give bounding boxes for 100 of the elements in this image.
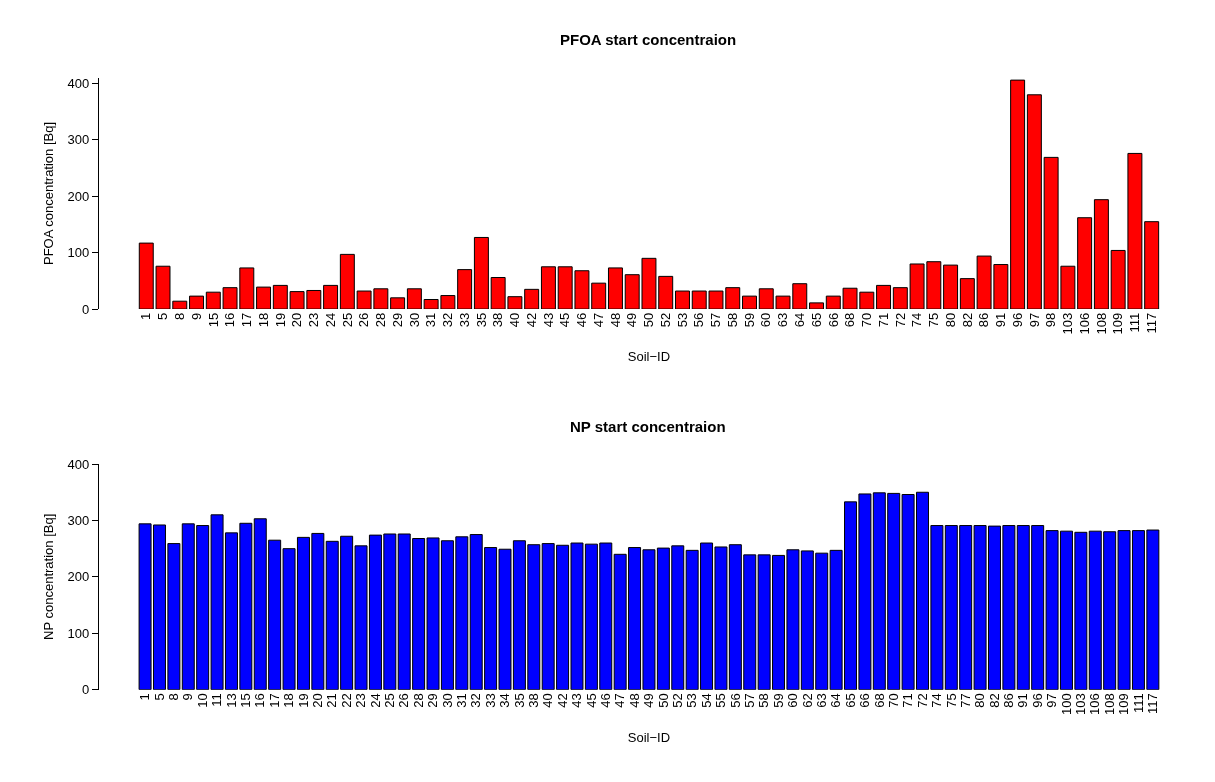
x-tick-label: 20 [289,312,305,328]
x-tick-label: 9 [188,312,204,320]
x-tick-label: 32 [440,312,456,328]
x-tick-label: 49 [624,312,640,328]
x-tick-label: 29 [389,312,405,328]
x-tick-label: 74 [909,312,925,328]
x-tick-label: 24 [367,693,383,708]
bar [473,236,489,310]
x-tick-label: 80 [972,693,988,708]
x-tick-label: 96 [1009,312,1025,328]
bar [809,302,825,310]
x-tick-label: 96 [1029,693,1045,708]
x-tick-label: 46 [574,312,590,328]
x-tick-label: 48 [607,312,623,328]
x-tick-label: 108 [1093,312,1109,335]
x-tick-label: 8 [172,312,187,320]
x-tick-label: 43 [540,312,556,328]
x-tick-label: 103 [1073,693,1089,715]
x-tick-label: 23 [353,693,369,708]
x-tick-label: 52 [669,693,685,708]
y-tick-label: 100 [67,245,90,261]
x-tick-label: 19 [272,312,288,328]
x-tick-label: 117 [1143,312,1159,334]
x-tick-label: 72 [914,693,930,708]
x-tick-label: 63 [775,312,791,328]
x-tick-label: 65 [842,693,858,708]
x-tick-label: 47 [590,312,606,328]
y-tick-label: 200 [67,569,90,585]
x-tick-label: 1 [138,312,154,320]
x-tick-label: 62 [799,693,815,708]
x-tick-label: 60 [758,312,774,328]
y-tick-label: 300 [67,513,90,529]
x-tick-label: 71 [875,312,891,328]
x-tick-label: 10 [194,693,210,708]
y-tick-label: 300 [67,132,90,148]
x-tick-label: 82 [959,312,975,328]
x-tick-label: 111 [1130,693,1146,714]
x-tick-label: 31 [454,693,470,708]
x-tick-label: 60 [785,693,801,708]
bar [607,267,623,310]
x-tick-label: 53 [674,312,690,328]
x-tick-label: 54 [698,693,714,708]
x-tick-label: 25 [382,693,398,708]
x-tick-label: 66 [857,693,873,708]
x-tick-label: 9 [180,693,196,701]
x-tick-label: 5 [151,693,167,701]
x-tick-label: 106 [1087,693,1103,715]
x-tick-label: 28 [410,693,426,708]
x-tick-label: 71 [900,693,916,708]
x-tick-label: 48 [626,693,642,708]
x-tick-label: 35 [473,312,489,328]
y-axis-title: NP concentration [Bq] [40,513,56,640]
x-tick-label: 46 [598,693,613,708]
x-tick-label: 49 [641,693,657,708]
x-tick-label: 26 [356,312,372,328]
x-tick-label: 20 [310,693,326,708]
bar [876,284,892,310]
x-tick-label: 16 [222,312,238,328]
x-tick-label: 25 [339,312,355,328]
x-tick-label: 56 [691,312,707,328]
x-tick-label: 13 [223,693,239,708]
x-tick-label: 97 [1026,312,1042,328]
x-tick-label: 82 [986,693,1002,708]
x-tick-label: 64 [792,312,807,328]
x-tick-label: 19 [295,693,311,708]
x-tick-label: 53 [684,693,700,708]
x-tick-label: 43 [569,693,585,708]
bar [390,297,406,310]
x-tick-label: 109 [1110,312,1126,335]
x-tick-label: 58 [756,693,772,708]
x-tick-label: 30 [406,312,422,328]
y-tick-label: 0 [82,301,90,317]
x-tick-label: 77 [957,693,973,708]
y-tick-label: 0 [82,682,90,698]
x-tick-label: 59 [770,693,786,708]
chart-title: NP start concentraion [570,418,726,435]
x-tick-label: 8 [166,693,182,701]
x-tick-label: 45 [583,693,599,708]
x-tick-label: 1 [137,693,153,701]
x-tick-label: 15 [238,693,254,708]
x-tick-label: 111 [1127,312,1143,333]
x-tick-label: 58 [724,312,740,328]
x-tick-label: 40 [540,693,556,708]
x-tick-label: 57 [708,312,724,328]
y-tick-label: 400 [67,456,90,472]
x-tick-label: 47 [612,693,628,708]
x-tick-label: 40 [507,312,523,328]
x-tick-label: 31 [423,312,439,328]
x-tick-label: 18 [255,312,271,328]
x-tick-label: 64 [828,693,844,708]
x-tick-label: 18 [281,693,297,708]
x-tick-label: 65 [808,312,824,328]
x-tick-label: 75 [943,693,959,708]
x-tick-label: 42 [554,693,570,708]
x-tick-label: 103 [1060,312,1076,335]
x-tick-label: 66 [825,312,841,328]
x-tick-label: 52 [657,312,673,328]
x-tick-label: 23 [306,312,322,328]
x-tick-label: 29 [425,693,441,708]
x-tick-label: 106 [1076,312,1092,335]
